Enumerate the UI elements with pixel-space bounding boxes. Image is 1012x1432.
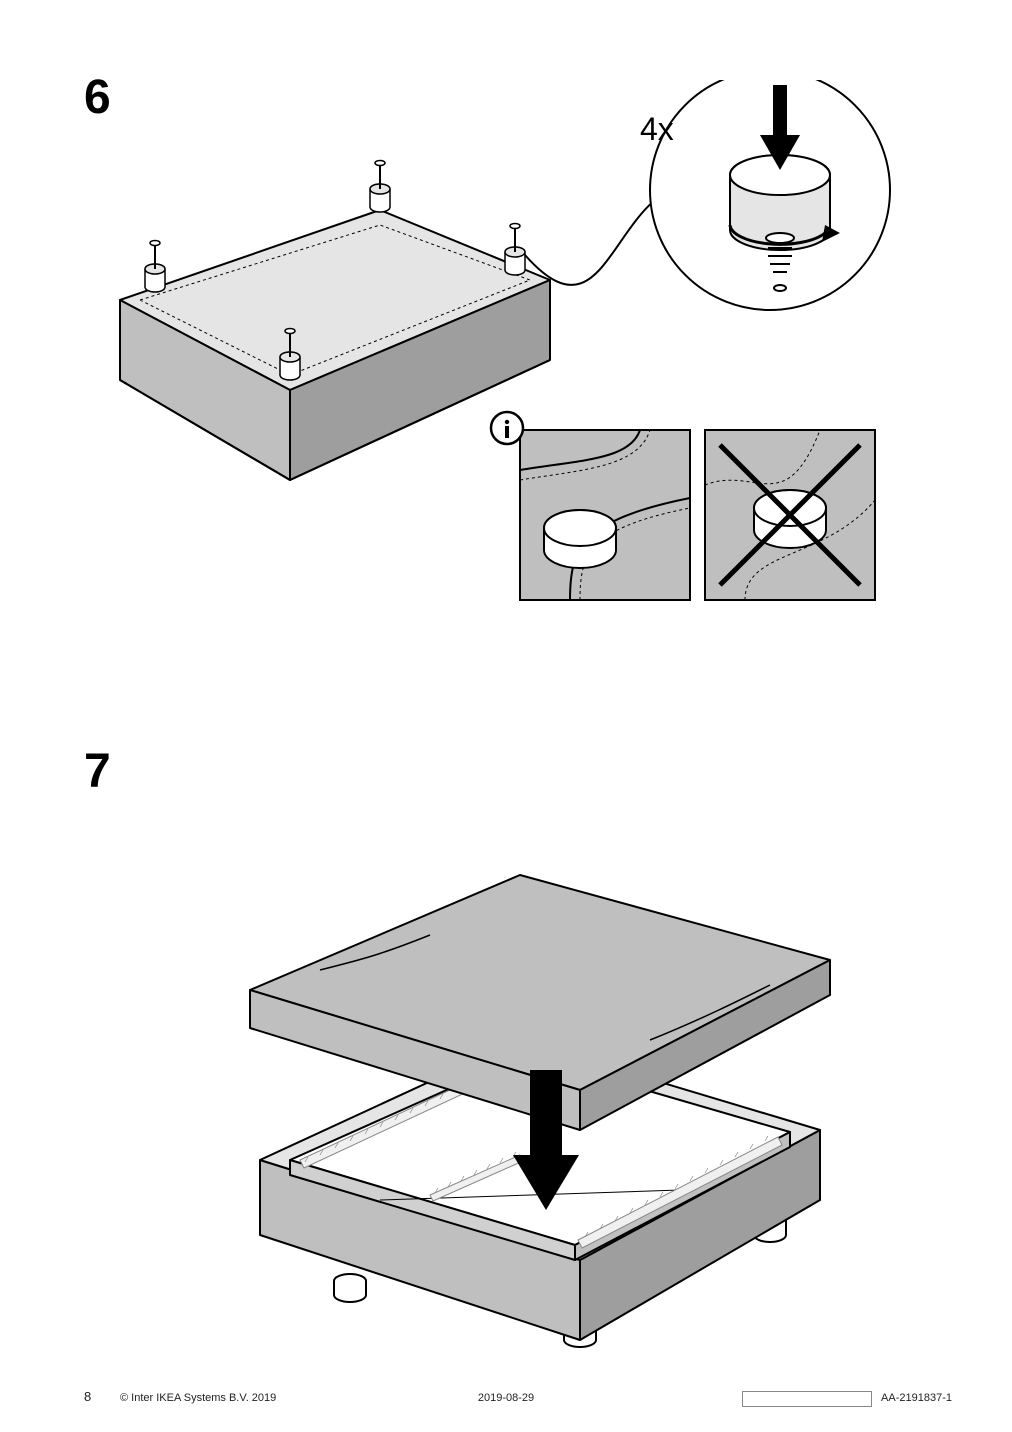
step-7-number: 7: [84, 744, 111, 799]
qty-label: 4x: [640, 111, 674, 147]
footer: 8 © Inter IKEA Systems B.V. 2019 2019-08…: [0, 1384, 1012, 1404]
print-date: 2019-08-29: [478, 1392, 534, 1404]
page: 6: [0, 0, 1012, 1432]
copyright: © Inter IKEA Systems B.V. 2019: [120, 1392, 276, 1404]
signature-box: [742, 1391, 872, 1407]
page-number: 8: [84, 1389, 91, 1404]
document-id: AA-2191837-1: [881, 1392, 952, 1404]
step-7-illustration: [180, 840, 880, 1360]
step-6-illustration: 4x: [80, 80, 940, 640]
